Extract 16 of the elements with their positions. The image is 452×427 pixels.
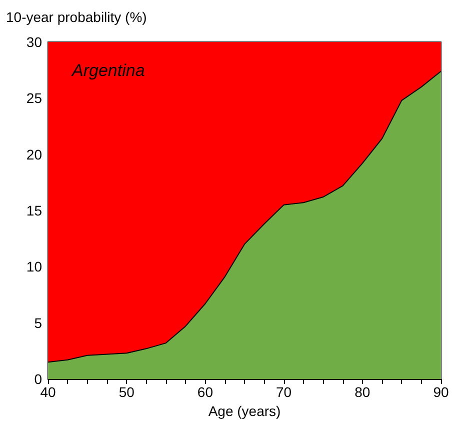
x-tick-label: 70 (276, 384, 292, 400)
y-axis-title: 10-year probability (%) (6, 9, 147, 25)
y-tick-label: 30 (26, 34, 42, 50)
annotation: Argentina (71, 61, 145, 80)
y-tick-label: 15 (26, 202, 42, 218)
y-tick-label: 10 (26, 258, 42, 275)
x-tick-label: 40 (40, 384, 56, 400)
y-tick-label: 20 (26, 146, 42, 162)
y-tick-label: 25 (26, 90, 42, 106)
y-tick-label: 5 (34, 314, 42, 331)
x-tick-label: 50 (118, 384, 135, 400)
x-tick-label: 60 (197, 384, 214, 400)
y-tick-label: 0 (34, 371, 42, 387)
x-tick-label: 90 (433, 384, 449, 400)
x-tick-label: 80 (354, 384, 370, 400)
x-axis-title: Age (years) (208, 402, 281, 419)
